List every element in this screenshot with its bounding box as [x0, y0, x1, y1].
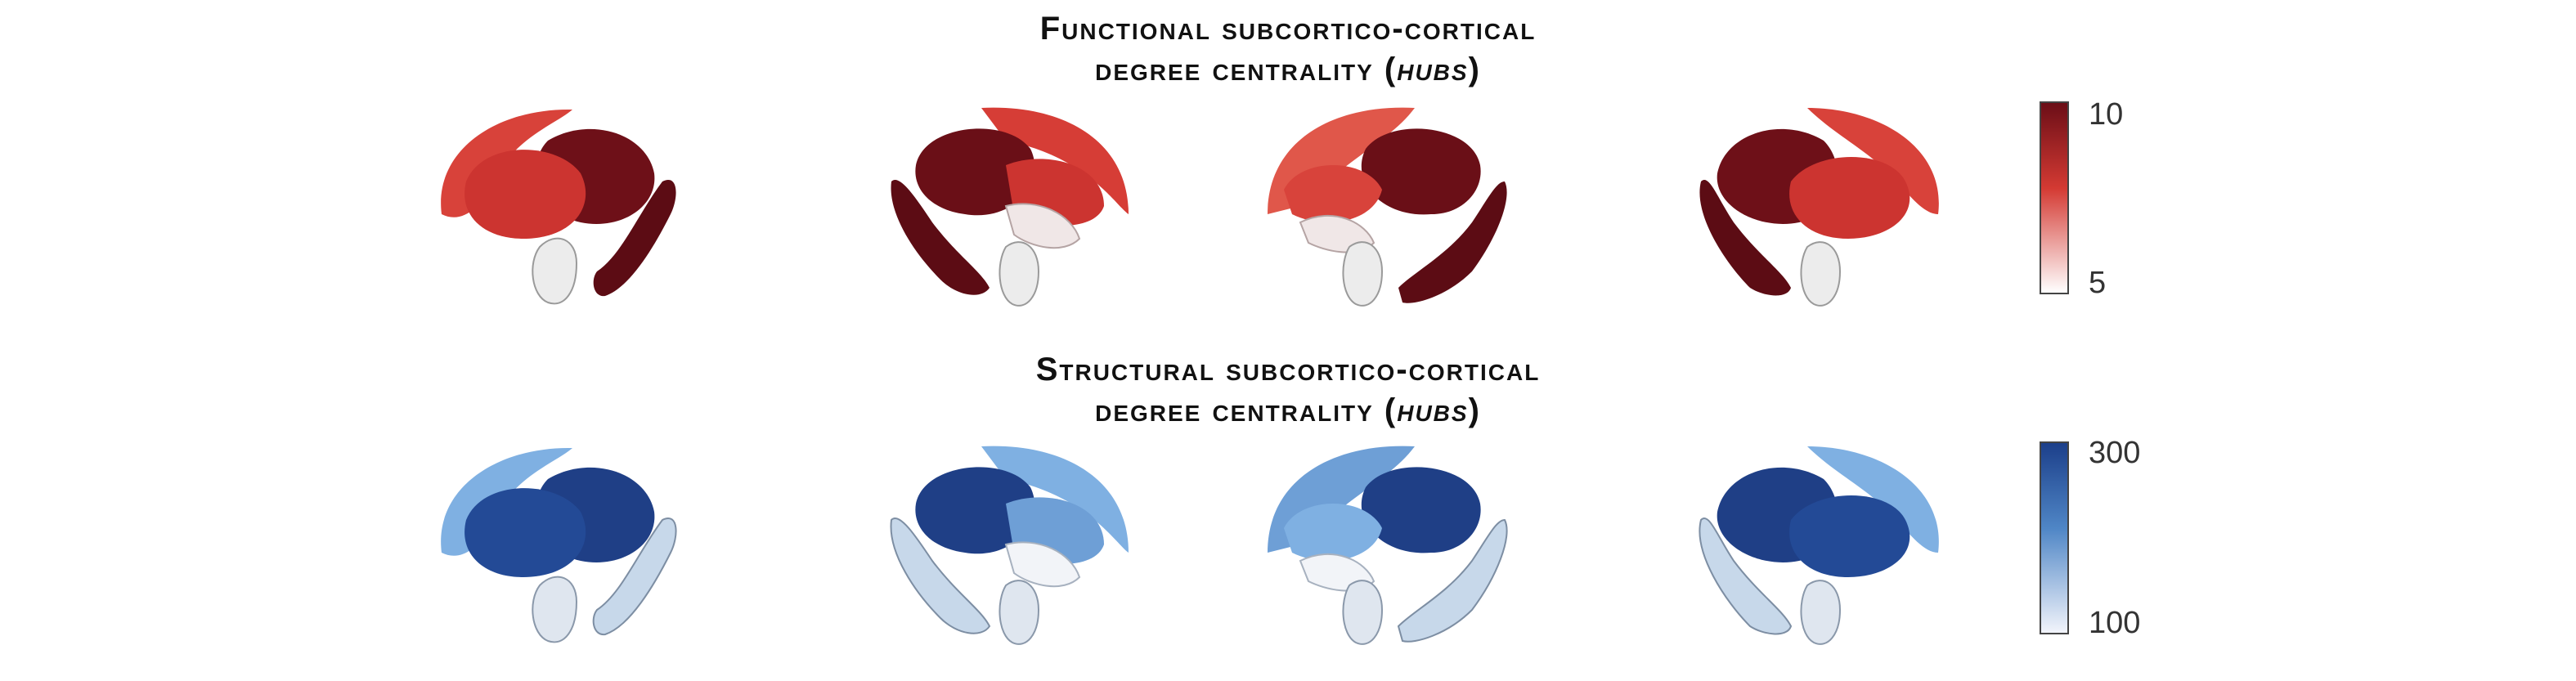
amygdala-shape: [532, 576, 578, 643]
functional-view-right-lateral: [1699, 108, 1939, 307]
structural-title-line2: degree centrality (hubs): [0, 390, 2576, 431]
hippocampus-shape: [592, 517, 677, 636]
structural-title-line1: Structural subcortico-cortical: [1035, 352, 1541, 388]
functional-title: Functional subcortico-cortical degree ce…: [0, 8, 2576, 90]
functional-colorbar-min-label: 5: [2089, 266, 2107, 300]
putamen-shape: [1789, 157, 1910, 239]
putamen-shape: [1284, 504, 1382, 561]
structural-title: Structural subcortico-cortical degree ce…: [0, 349, 2576, 431]
amygdala-shape: [1342, 241, 1384, 307]
thalamus-shape: [915, 128, 1035, 216]
functional-title-line2: degree centrality (hubs): [0, 49, 2576, 90]
thalamus-shape: [1361, 467, 1481, 553]
functional-title-hubs: hubs: [1397, 52, 1469, 87]
hippocampus-shape: [1699, 180, 1791, 296]
structural-colorbar-max-label: 300: [2089, 436, 2141, 470]
hippocampus-shape: [1398, 181, 1507, 303]
caudate-shape: [981, 446, 1129, 553]
putamen-shape: [1789, 495, 1910, 577]
hippocampus-shape: [1699, 517, 1793, 635]
pallidum-shape: [1004, 541, 1081, 588]
structural-title-prefix: degree centrality (: [1095, 392, 1398, 428]
functional-view-right-medial: [1268, 107, 1507, 307]
structural-title-hubs: hubs: [1397, 392, 1469, 428]
caudate-shape: [981, 107, 1129, 214]
functional-title-line1: Functional subcortico-cortical: [1039, 11, 1537, 47]
structural-view-right-medial: [1268, 446, 1508, 645]
functional-view-left-medial: [891, 107, 1129, 307]
functional-panel: Functional subcortico-cortical degree ce…: [0, 0, 2576, 336]
structural-panel: Structural subcortico-cortical degree ce…: [0, 345, 2576, 681]
amygdala-shape: [1342, 580, 1384, 645]
functional-title-suffix: ): [1468, 52, 1481, 87]
functional-colorbar: [2040, 101, 2069, 294]
amygdala-shape: [999, 580, 1040, 645]
amygdala-shape: [532, 237, 578, 305]
structural-view-right-lateral: [1699, 446, 1939, 645]
amygdala-shape: [1800, 241, 1842, 307]
structural-title-suffix: ): [1468, 392, 1481, 428]
amygdala-shape: [999, 241, 1040, 307]
pallidum-shape: [1004, 203, 1081, 249]
structural-colorbar: [2040, 441, 2069, 634]
hippocampus-shape: [1397, 518, 1508, 643]
thalamus-shape: [1361, 128, 1481, 215]
putamen-shape: [1284, 165, 1382, 222]
structural-colorbar-min-label: 100: [2089, 606, 2141, 640]
thalamus-shape: [915, 467, 1035, 554]
putamen-shape: [464, 488, 586, 577]
hippocampus-shape: [890, 517, 991, 634]
functional-colorbar-max-label: 10: [2089, 97, 2124, 132]
hippocampus-shape: [593, 180, 676, 297]
functional-view-left-lateral: [441, 109, 676, 305]
structural-view-left-medial: [890, 446, 1129, 645]
putamen-shape: [464, 150, 586, 239]
hippocampus-shape: [891, 180, 990, 295]
structural-view-left-lateral: [441, 447, 677, 643]
amygdala-shape: [1800, 580, 1842, 645]
functional-title-prefix: degree centrality (: [1095, 52, 1398, 87]
